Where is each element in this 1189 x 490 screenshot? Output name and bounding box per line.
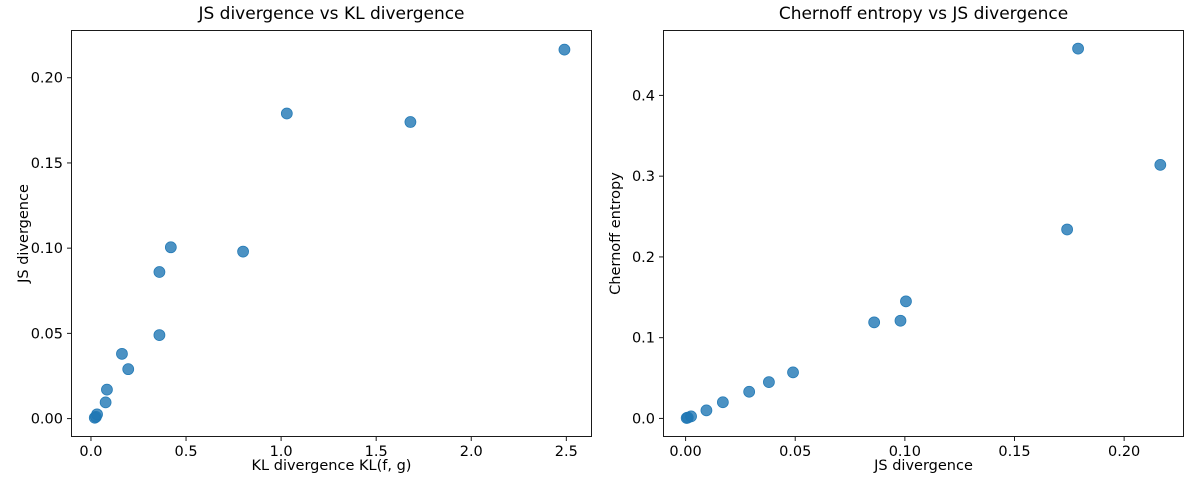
left-plot-xlabel: KL divergence KL(f, g): [251, 458, 412, 474]
y-tick-label: 0.1: [632, 331, 655, 347]
y-tick-label: 0.0: [632, 411, 655, 427]
data-point: [1072, 42, 1084, 55]
x-tick-label: 1.5: [365, 444, 388, 460]
x-tick-label: 0.05: [779, 444, 811, 460]
data-point: [122, 363, 135, 376]
y-tick-label: 0.4: [632, 88, 655, 104]
data-point: [153, 329, 166, 341]
data-point: [1061, 223, 1074, 236]
data-point: [743, 385, 756, 398]
x-tick-label: 0.20: [1108, 444, 1140, 460]
y-tick-label: 0.05: [31, 326, 63, 342]
axes-frame: [663, 30, 1184, 437]
data-point: [404, 116, 417, 128]
data-point: [900, 295, 912, 308]
data-point: [116, 347, 128, 360]
data-point: [91, 408, 103, 421]
data-point: [153, 266, 166, 278]
y-tick-label: 0.00: [31, 412, 63, 428]
data-point: [280, 107, 293, 120]
data-point: [787, 366, 799, 379]
y-tick-label: 0.10: [31, 241, 63, 257]
right-plot-title: Chernoff entropy vs JS divergence: [778, 4, 1069, 24]
right-plot-ylabel: Chernoff entropy: [608, 172, 624, 295]
data-point: [716, 396, 729, 409]
data-point: [164, 241, 177, 254]
axes-frame: [71, 30, 592, 437]
data-point: [99, 396, 112, 409]
x-tick-label: 0.10: [889, 444, 921, 460]
x-tick-label: 0.15: [998, 444, 1030, 460]
data-point: [868, 316, 881, 329]
y-tick-label: 0.15: [31, 156, 63, 172]
data-point: [894, 314, 907, 327]
data-point: [1154, 158, 1167, 171]
data-point: [558, 43, 571, 56]
y-tick-label: 0.3: [632, 169, 655, 185]
data-point: [763, 376, 775, 388]
right-plot-xlabel: JS divergence: [874, 458, 973, 474]
data-point: [700, 404, 713, 417]
x-tick-label: 2.5: [555, 444, 578, 460]
y-tick-label: 0.2: [632, 250, 655, 266]
x-tick-label: 0.0: [79, 444, 102, 460]
x-tick-label: 0.5: [175, 444, 198, 460]
data-point: [237, 245, 249, 258]
data-point: [101, 383, 113, 396]
y-tick-label: 0.20: [31, 71, 63, 87]
data-point: [685, 410, 697, 423]
x-tick-label: 2.0: [460, 444, 483, 460]
left-plot-ylabel: JS divergence: [16, 184, 32, 283]
left-plot-title: JS divergence vs KL divergence: [198, 4, 465, 24]
x-tick-label: 0.00: [669, 444, 701, 460]
x-tick-label: 1.0: [270, 444, 293, 460]
